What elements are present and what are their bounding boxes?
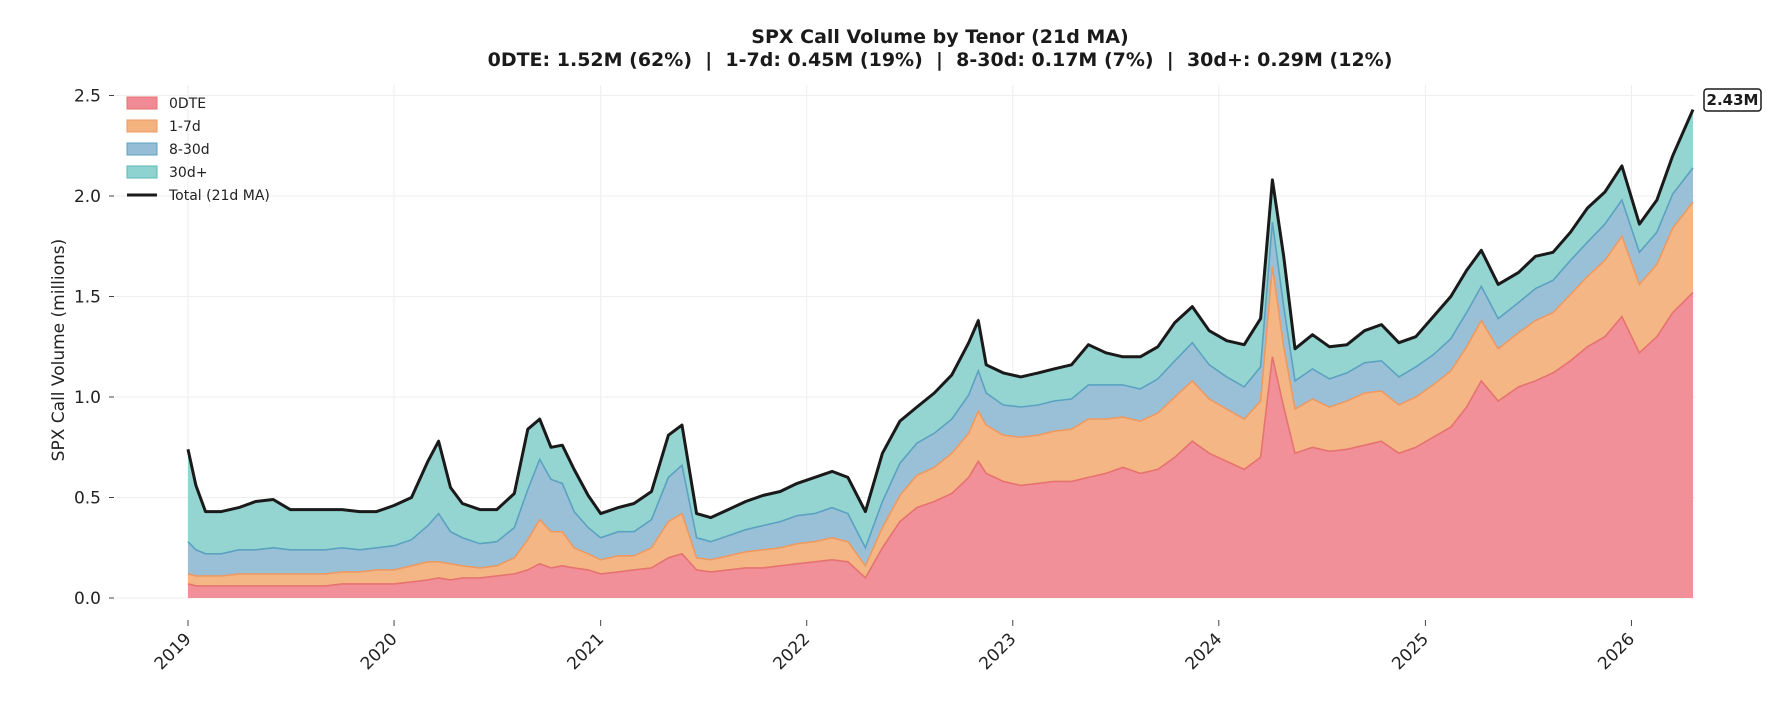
legend: 0DTE 1-7d 8-30d 30d+ Total (21d MA) (126, 96, 270, 204)
legend-label-total: Total (21d MA) (168, 188, 270, 204)
chart-subtitle: 0DTE: 1.52M (62%) | 1-7d: 0.45M (19%) | … (488, 49, 1393, 71)
legend-swatch-1-7d (126, 119, 158, 133)
x-tick-label: 2022 (770, 629, 815, 674)
y-axis: 0.0 0.5 1.0 1.5 2.0 2.5 (74, 87, 114, 609)
x-tick-label: 2021 (563, 629, 608, 674)
x-tick-label: 2025 (1388, 629, 1433, 674)
series-lines (186, 108, 1695, 587)
x-tick-label: 2023 (976, 629, 1021, 674)
legend-label-1-7d: 1-7d (169, 119, 201, 135)
y-tick-label: 2.5 (74, 87, 101, 107)
end-value-badge: 2.43M (1703, 88, 1762, 112)
legend-label-0dte: 0DTE (169, 96, 206, 112)
x-axis: 2019 2020 2021 2022 2023 2024 2025 2026 (151, 620, 1639, 674)
chart-title: SPX Call Volume by Tenor (21d MA) (751, 26, 1128, 48)
y-axis-label: SPX Call Volume (millions) (49, 239, 69, 462)
y-tick-label: 0.0 (74, 589, 101, 609)
line-0dte (187, 291, 1694, 587)
x-tick-label: 2020 (357, 629, 402, 674)
end-value-box (1703, 88, 1762, 112)
x-tick-label: 2019 (151, 629, 196, 674)
stacked-areas (188, 109, 1693, 598)
legend-swatch-0dte (126, 96, 158, 110)
line-1-7d (187, 201, 1694, 577)
area-8-30d (188, 167, 1693, 576)
legend-label-30d-: 30d+ (169, 165, 207, 181)
legend-swatch-8-30d (126, 142, 158, 156)
line-total (186, 108, 1695, 520)
y-tick-label: 1.5 (74, 288, 101, 308)
y-tick-label: 1.0 (74, 388, 101, 408)
legend-swatch-30d- (126, 165, 158, 179)
end-value-label: 2.43M (1707, 91, 1759, 109)
x-tick-label: 2024 (1182, 629, 1227, 674)
y-tick-label: 2.0 (74, 187, 101, 207)
y-tick-label: 0.5 (74, 489, 101, 509)
area-0dte (188, 292, 1693, 598)
legend-label-8-30d: 8-30d (169, 142, 210, 158)
line-8-30d (187, 167, 1694, 555)
x-tick-label: 2026 (1594, 629, 1639, 674)
